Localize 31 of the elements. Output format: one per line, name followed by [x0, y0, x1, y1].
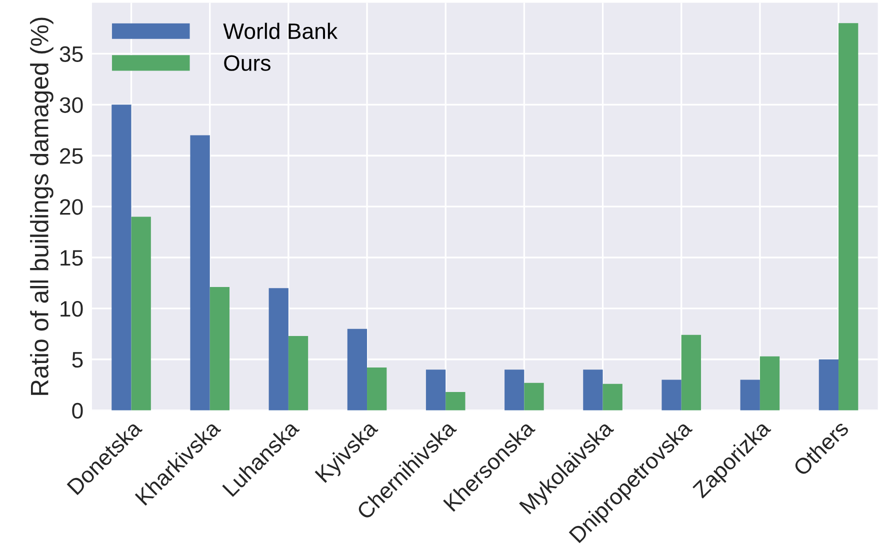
bar: [760, 356, 780, 410]
bar: [288, 336, 308, 410]
bar: [426, 370, 446, 410]
bar: [190, 135, 210, 410]
bar: [504, 370, 524, 410]
bar: [367, 368, 387, 410]
bar: [210, 287, 230, 410]
bar: [838, 23, 858, 410]
bar: [112, 104, 132, 410]
bar: [446, 392, 466, 410]
bar: [583, 370, 603, 410]
bar: [681, 334, 702, 410]
legend-label: Ours: [224, 55, 270, 71]
y-tick-label: 30: [60, 97, 83, 113]
bar: [602, 384, 622, 410]
y-tick-label: 15: [60, 250, 83, 266]
legend-label: World Bank: [223, 22, 338, 40]
y-tick-label: 35: [60, 46, 83, 62]
bar: [740, 380, 760, 410]
y-tick-label: 5: [72, 352, 83, 368]
y-tick-label: 10: [60, 300, 83, 317]
bar: [131, 216, 151, 410]
y-tick-label: 25: [60, 148, 83, 164]
bar: [524, 382, 544, 410]
bar: [662, 380, 682, 410]
bar: [347, 328, 368, 410]
y-axis-title: Ratio of all buildings damaged (%): [30, 18, 54, 395]
bar: [818, 359, 839, 410]
y-tick-label: 0: [72, 402, 83, 419]
bar: [268, 288, 288, 410]
y-tick-label: 20: [60, 199, 83, 215]
